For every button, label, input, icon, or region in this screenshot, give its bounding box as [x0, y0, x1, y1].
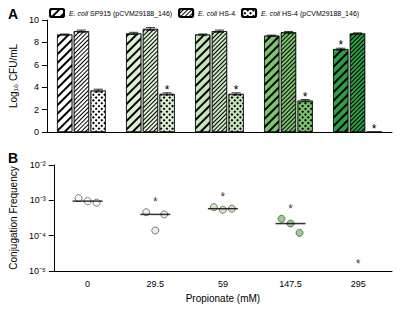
svg-text:*: *: [153, 195, 158, 209]
svg-text:59: 59: [218, 279, 228, 289]
svg-text:*: *: [303, 90, 308, 104]
svg-text:0: 0: [34, 127, 39, 137]
svg-text:*: *: [288, 202, 293, 216]
svg-text:10⁻³: 10⁻³: [30, 195, 46, 205]
svg-text:10⁻⁵: 10⁻⁵: [29, 266, 46, 276]
svg-text:29.5: 29.5: [146, 279, 164, 289]
svg-text:Log₁₀ CFU/mL: Log₁₀ CFU/mL: [8, 43, 19, 108]
svg-text:A: A: [8, 6, 18, 22]
svg-text:10⁻²: 10⁻²: [30, 160, 46, 170]
svg-text:*: *: [356, 257, 361, 271]
svg-text:*: *: [165, 83, 170, 97]
svg-text:8: 8: [34, 37, 39, 47]
svg-text:6: 6: [34, 60, 39, 70]
svg-text:E. coli: E. coli: [261, 10, 281, 17]
svg-text:147.5: 147.5: [279, 279, 302, 289]
svg-text:HS-4 (pCVM29188_146): HS-4 (pCVM29188_146): [280, 10, 359, 18]
svg-text:*: *: [234, 83, 239, 97]
svg-text:Conjugation Frequency: Conjugation Frequency: [8, 166, 19, 269]
svg-text:10⁻⁴: 10⁻⁴: [29, 231, 46, 241]
svg-text:HS-4: HS-4: [217, 10, 235, 17]
svg-text:E. coli: E. coli: [69, 10, 89, 17]
svg-text:E. coli: E. coli: [198, 10, 218, 17]
svg-text:SP915 (pCVM29188_146): SP915 (pCVM29188_146): [88, 10, 172, 18]
svg-text:295: 295: [351, 279, 366, 289]
svg-text:2: 2: [34, 105, 39, 115]
svg-text:4: 4: [34, 82, 39, 92]
svg-text:0: 0: [85, 279, 90, 289]
svg-text:*: *: [372, 122, 377, 136]
svg-text:B: B: [8, 150, 18, 166]
svg-text:10: 10: [29, 15, 39, 25]
svg-text:*: *: [221, 190, 226, 204]
svg-text:Propionate (mM): Propionate (mM): [186, 293, 260, 304]
svg-text:*: *: [338, 38, 343, 52]
